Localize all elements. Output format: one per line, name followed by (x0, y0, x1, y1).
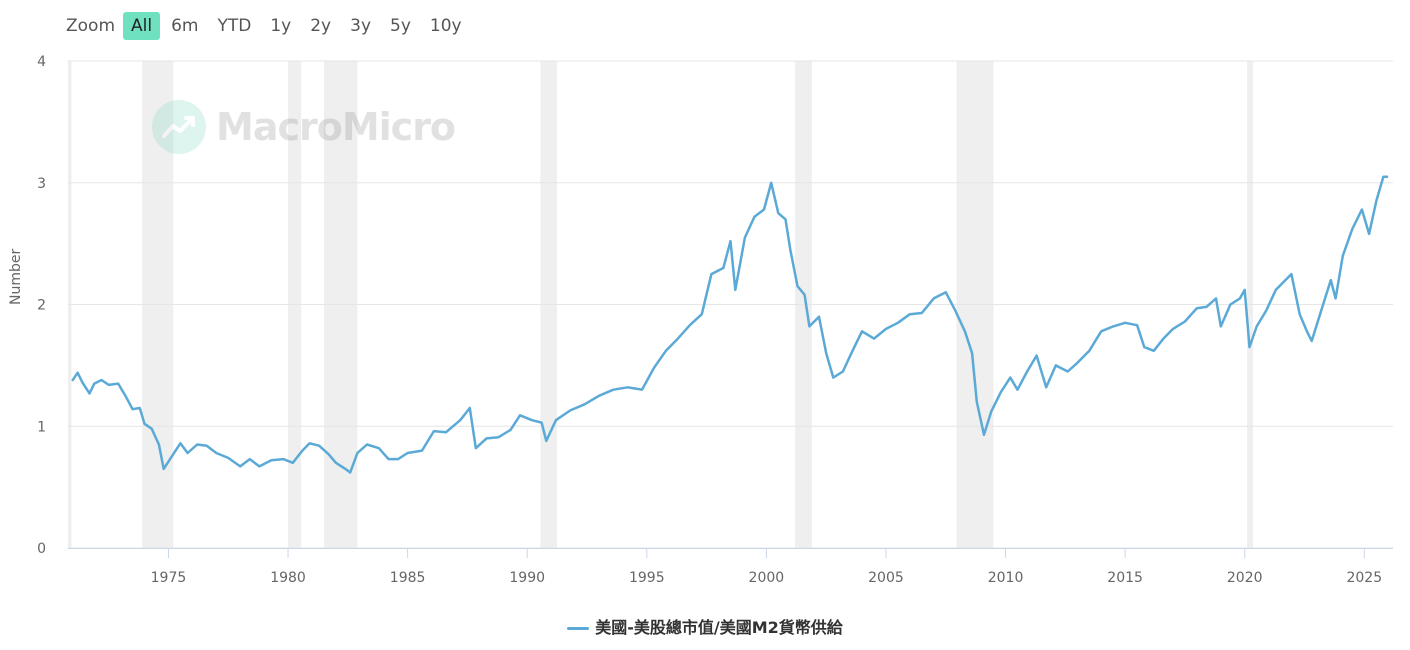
x-tick-label: 2000 (749, 570, 785, 586)
legend-swatch (567, 627, 590, 630)
y-tick-label: 3 (37, 176, 46, 192)
y-tick-label: 2 (37, 298, 46, 314)
x-tick-label: 2010 (988, 570, 1024, 586)
x-tick-label: 2015 (1107, 570, 1143, 586)
zoom-label: Zoom (66, 16, 116, 36)
x-tick-label: 1975 (151, 570, 187, 586)
zoom-1y-button[interactable]: 1y (270, 16, 292, 36)
zoom-5y-button[interactable]: 5y (390, 16, 411, 36)
zoom-ytd-button[interactable]: YTD (217, 16, 252, 36)
x-tick-label: 2005 (868, 570, 904, 586)
x-tick-label: 1995 (629, 570, 665, 586)
y-tick-label: 0 (37, 541, 46, 557)
x-tick-label: 1980 (270, 570, 306, 586)
legend[interactable]: 美國-美股總市值/美國M2貨幣供給 (0, 614, 1410, 638)
watermark-text: MacroMicro (216, 105, 456, 149)
zoom-2y-button[interactable]: 2y (310, 16, 332, 36)
zoom-10y-button[interactable]: 10y (429, 16, 462, 36)
x-tick-label: 1985 (390, 570, 426, 586)
x-tick-label: 1990 (509, 570, 545, 586)
series-line (71, 175, 1389, 474)
y-tick-label: 1 (37, 419, 46, 435)
x-tick-label: 2025 (1346, 570, 1382, 586)
y-tick-label: 4 (37, 54, 46, 70)
legend-label: 美國-美股總市值/美國M2貨幣供給 (595, 618, 843, 637)
x-tick-label: 2020 (1227, 570, 1263, 586)
zoom-3y-button[interactable]: 3y (350, 16, 372, 36)
watermark: MacroMicro (152, 100, 456, 154)
macromicro-logo-icon (152, 100, 206, 154)
zoom-all-button[interactable]: All (123, 12, 161, 40)
y-axis-label: Number (8, 248, 24, 305)
zoom-6m-button[interactable]: 6m (171, 16, 199, 36)
zoom-bar: Zoom All 6m YTD 1y 2y 3y 5y 10y (62, 10, 473, 42)
